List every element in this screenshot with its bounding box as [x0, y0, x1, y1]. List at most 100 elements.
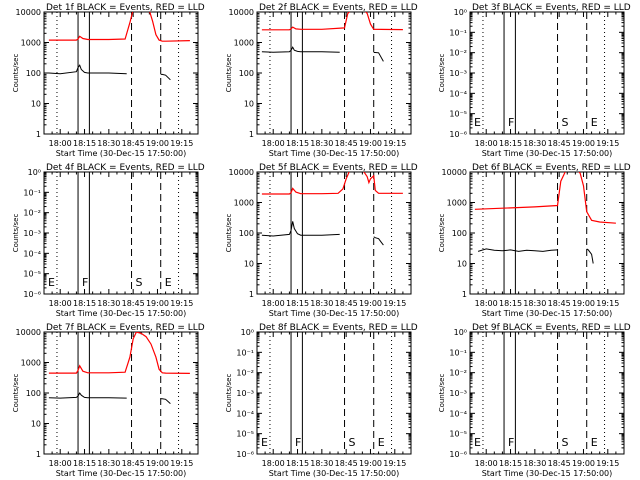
y-tick-label: 10⁻³ [23, 229, 41, 238]
y-tick-label: 100 [26, 389, 41, 398]
series-group [261, 172, 403, 246]
marker-label: E [48, 276, 55, 289]
y-tick-label: 10⁰ [454, 328, 467, 337]
lld-series-line [48, 12, 190, 42]
y-tick-label: 10⁻⁴ [449, 409, 467, 418]
panel-det-9: Det 9f BLACK = Events, RED = LLD 10⁻⁶ 10⁻⁵… [438, 323, 631, 478]
x-tick-label: 18:30 [310, 299, 333, 308]
x-tick-label: 18:30 [97, 139, 120, 148]
y-tick-label: 10000 [229, 8, 254, 17]
panel-det-3: Det 3f BLACK = Events, RED = LLD 10⁻⁶ 10⁻⁵… [438, 3, 631, 158]
y-tick-label: 10 [244, 100, 254, 109]
y-axis-title: Counts/sec [225, 214, 233, 253]
x-tick-label: 18:00 [262, 139, 285, 148]
y-tick-label: 10⁻⁵ [236, 430, 254, 439]
x-tick-label: 18:15 [499, 459, 522, 468]
x-tick-label: 18:00 [49, 139, 72, 148]
marker-label: E [165, 276, 172, 289]
y-tick-label: 1 [249, 290, 254, 299]
y-tick-label: 100 [239, 229, 254, 238]
panel-det-2: Det 2f BLACK = Events, RED = LLD 1 10 100 10… [225, 3, 418, 158]
x-tick-label: 19:00 [146, 459, 169, 468]
events-series-line [160, 398, 171, 404]
x-tick-label: 19:00 [146, 299, 169, 308]
y-tick-label: 10⁻⁵ [449, 110, 467, 119]
x-tick-label: 18:15 [499, 299, 522, 308]
x-tick-label: 19:15 [596, 139, 619, 148]
x-tick-label: 19:00 [359, 139, 382, 148]
y-tick-label: 10⁻¹ [236, 348, 254, 357]
x-tick-label: 18:30 [523, 299, 546, 308]
y-tick-label: 10⁻³ [449, 389, 467, 398]
y-tick-label: 1 [36, 450, 41, 459]
x-tick-label: 18:00 [475, 459, 498, 468]
plot-frame [469, 171, 625, 295]
y-tick-label: 10⁻¹ [449, 348, 467, 357]
panel-title: Det 8f BLACK = Events, RED = LLD [259, 323, 418, 333]
y-axis-title: Counts/sec [438, 214, 446, 253]
y-tick-label: 100 [452, 229, 467, 238]
y-tick-label: 10⁰ [28, 168, 41, 177]
panel-det-8: Det 8f BLACK = Events, RED = LLD 10⁻⁶ 10⁻⁵… [225, 323, 418, 478]
x-tick-label: 18:15 [286, 299, 309, 308]
x-tick-label: 19:15 [383, 459, 406, 468]
marker-label: E [261, 436, 268, 449]
x-tick-label: 18:15 [73, 299, 96, 308]
panel-title: Det 2f BLACK = Events, RED = LLD [259, 3, 418, 13]
x-tick-label: 19:00 [359, 459, 382, 468]
y-tick-label: 1000 [21, 359, 41, 368]
series-group [48, 12, 190, 81]
y-tick-label: 10⁻⁶ [449, 130, 467, 139]
x-tick-label: 18:45 [335, 299, 358, 308]
events-series-line [48, 64, 127, 75]
events-series-line [261, 221, 340, 237]
x-tick-label: 18:00 [49, 459, 72, 468]
panel-title: Det 9f BLACK = Events, RED = LLD [472, 323, 631, 333]
x-tick-label: 18:15 [73, 139, 96, 148]
y-tick-label: 10 [31, 420, 41, 429]
y-axis-title: Counts/sec [12, 54, 20, 93]
x-tick-label: 18:45 [122, 139, 145, 148]
y-tick-label: 100 [239, 69, 254, 78]
y-tick-label: 10⁻⁵ [23, 270, 41, 279]
x-axis-title: Start Time (30-Dec-15 17:50:00) [482, 149, 613, 158]
x-axis-title: Start Time (30-Dec-15 17:50:00) [269, 149, 400, 158]
marker-label: F [508, 436, 514, 449]
x-tick-label: 18:00 [475, 139, 498, 148]
x-tick-label: 18:45 [548, 139, 571, 148]
x-axis-title: Start Time (30-Dec-15 17:50:00) [482, 309, 613, 318]
x-tick-label: 18:30 [310, 459, 333, 468]
y-tick-label: 10⁻³ [449, 69, 467, 78]
x-tick-label: 18:45 [335, 459, 358, 468]
panel-title: Det 6f BLACK = Events, RED = LLD [472, 163, 631, 173]
y-axis-title: Counts/sec [225, 54, 233, 93]
panel-title: Det 1f BLACK = Events, RED = LLD [46, 3, 205, 13]
x-tick-label: 18:45 [548, 459, 571, 468]
y-tick-label: 10 [244, 260, 254, 269]
x-tick-label: 18:00 [262, 299, 285, 308]
x-tick-label: 18:30 [523, 139, 546, 148]
x-tick-label: 18:00 [475, 299, 498, 308]
y-tick-label: 10000 [16, 328, 41, 337]
y-tick-label: 10⁻³ [236, 389, 254, 398]
y-tick-label: 10⁻² [236, 369, 254, 378]
y-tick-label: 10⁻² [23, 209, 41, 218]
x-axis-title: Start Time (30-Dec-15 17:50:00) [56, 309, 187, 318]
x-tick-label: 18:00 [49, 299, 72, 308]
y-tick-label: 10⁻⁴ [23, 249, 41, 258]
x-tick-label: 18:30 [310, 139, 333, 148]
y-tick-label: 10⁻² [449, 369, 467, 378]
x-tick-label: 18:30 [97, 459, 120, 468]
events-series-line [477, 248, 558, 252]
panel-det-7: Det 7f BLACK = Events, RED = LLD 1 10 100 10… [12, 323, 205, 478]
x-tick-label: 18:45 [335, 139, 358, 148]
marker-label: E [591, 436, 598, 449]
x-tick-label: 18:00 [262, 459, 285, 468]
series-group [48, 332, 190, 404]
y-tick-label: 1000 [234, 199, 254, 208]
y-tick-label: 1 [462, 290, 467, 299]
x-tick-label: 19:15 [170, 299, 193, 308]
x-tick-label: 18:30 [97, 299, 120, 308]
x-tick-label: 18:15 [286, 459, 309, 468]
